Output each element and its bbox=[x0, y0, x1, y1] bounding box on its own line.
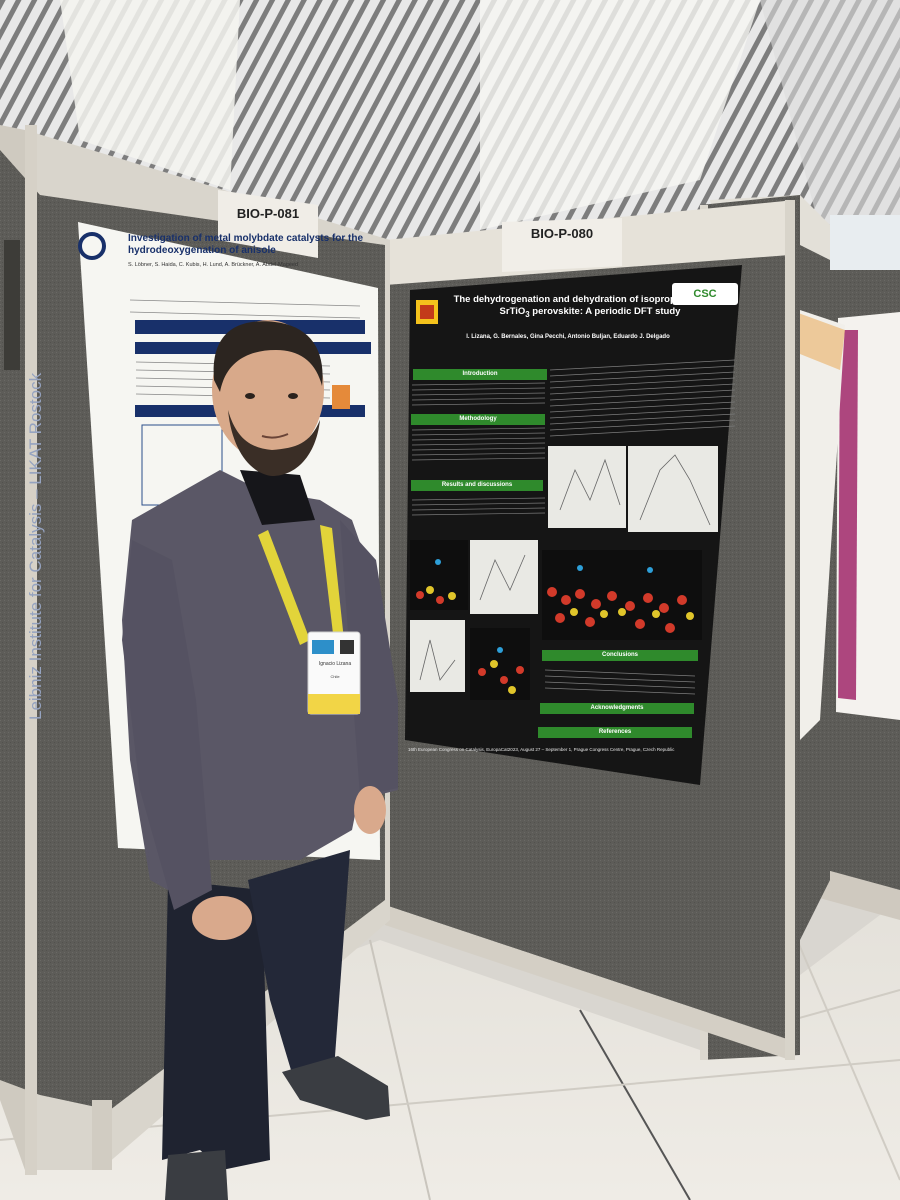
board-code-left: BIO-P-081 bbox=[236, 206, 300, 221]
board-code-right: BIO-P-080 bbox=[530, 226, 594, 241]
board-labels bbox=[218, 190, 622, 272]
section-conclusions: Conclusions bbox=[542, 650, 698, 661]
csc-logo: CSC bbox=[672, 283, 738, 305]
title-main: The dehydrogenation and dehydration of i… bbox=[453, 294, 727, 317]
title-subscript: 3 bbox=[525, 309, 530, 319]
section-methodology: Methodology bbox=[411, 414, 545, 425]
board-label-left: BIO-P-081 bbox=[222, 206, 314, 236]
right-poster-footer: 16th European Congress on Catalysis, Eur… bbox=[408, 747, 675, 752]
right-poster-title: The dehydrogenation and dehydration of i… bbox=[448, 294, 732, 321]
left-poster-institute: Leibniz Institute for Catalysis – LIKAT … bbox=[26, 372, 45, 720]
section-acknowledgments: Acknowledgments bbox=[540, 703, 694, 714]
badge-name: Ignacio Lizana bbox=[318, 661, 352, 667]
title-end: perovskite: A periodic DFT study bbox=[529, 306, 681, 317]
badge-org: Chile bbox=[330, 674, 340, 679]
right-poster-authors: I. Lizana, G. Bernales, Gina Pecchi, Ant… bbox=[466, 334, 670, 340]
board-label-right: BIO-P-080 bbox=[506, 226, 618, 258]
section-introduction: Introduction bbox=[413, 369, 547, 380]
section-results: Results and discussions bbox=[411, 480, 543, 491]
left-poster-title: Investigation of metal molybdate catalys… bbox=[128, 233, 364, 256]
section-references: References bbox=[538, 727, 692, 738]
left-poster-authors: S. Löbner, S. Haida, C. Kubis, H. Lund, … bbox=[128, 262, 298, 268]
person bbox=[122, 320, 398, 1200]
